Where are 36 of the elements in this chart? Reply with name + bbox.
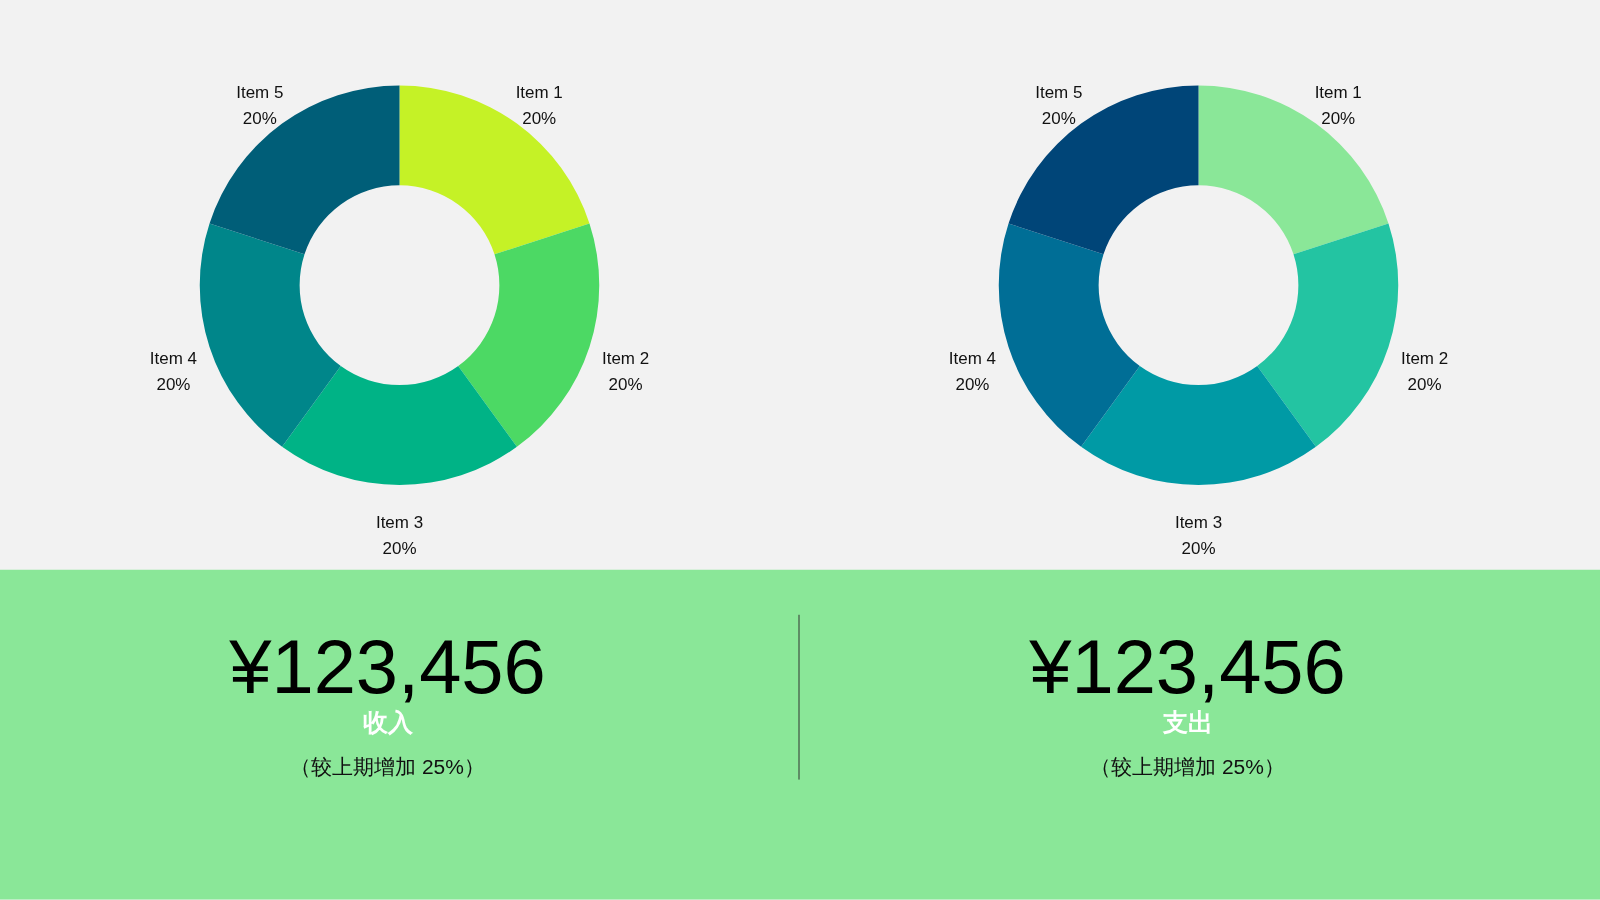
donut-slice — [1257, 223, 1398, 447]
slice-label: Item 5 — [236, 82, 284, 102]
data-label: 20% — [608, 374, 643, 394]
data-label: 20% — [156, 374, 191, 394]
donut-slice — [1198, 85, 1389, 255]
data-label: 20% — [382, 538, 417, 558]
donut-slice — [1081, 366, 1316, 485]
slice-label: Item 4 — [149, 348, 198, 368]
data-label: 20% — [955, 374, 990, 394]
slice-label: Item 2 — [601, 348, 650, 368]
donut-slice — [1008, 85, 1199, 255]
slice-label: Item 5 — [1035, 82, 1083, 102]
donut-slice — [399, 85, 590, 255]
text: 收入 — [362, 707, 414, 736]
data-label: 20% — [522, 108, 557, 128]
donut-slice — [209, 85, 400, 255]
donut-slice — [458, 223, 599, 447]
text: ¥123,456 — [228, 623, 546, 709]
data-label: 20% — [1181, 538, 1216, 558]
data-label: 20% — [1321, 108, 1356, 128]
text: （较上期增加 25%） — [290, 754, 485, 778]
donut-slice — [282, 366, 517, 485]
slice-label: Item 1 — [1314, 82, 1362, 102]
text: 支出 — [1161, 707, 1213, 736]
text: ¥123,456 — [1028, 623, 1346, 709]
slice-label: Item 3 — [1174, 512, 1223, 532]
donut-slice — [200, 223, 341, 447]
text: （较上期增加 25%） — [1090, 754, 1285, 778]
slice-label: Item 4 — [948, 348, 997, 368]
donut-slice — [999, 223, 1140, 447]
data-label: 20% — [1407, 374, 1442, 394]
slice-label: Item 1 — [515, 82, 563, 102]
slice-label: Item 2 — [1400, 348, 1449, 368]
slice-label: Item 3 — [375, 512, 424, 532]
data-label: 20% — [1041, 108, 1076, 128]
data-label: 20% — [242, 108, 277, 128]
